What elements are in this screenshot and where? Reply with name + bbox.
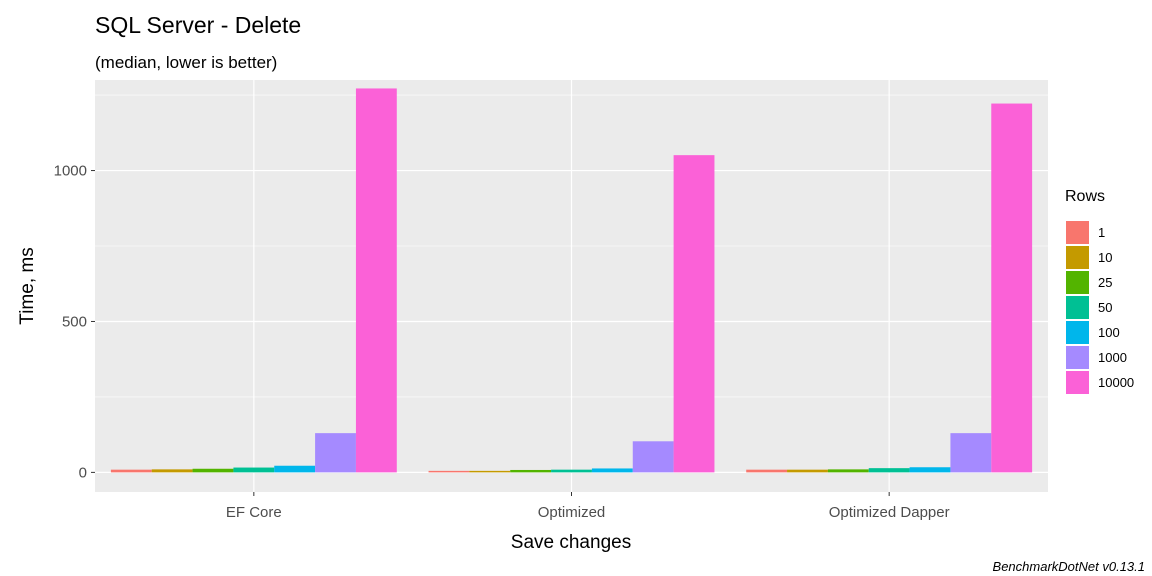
- bar-10000-rows: [673, 155, 715, 473]
- y-tick-label: 1000: [54, 163, 87, 180]
- legend-title: Rows: [1065, 188, 1105, 205]
- legend-key-1000: [1066, 346, 1089, 369]
- x-tick-label: Optimized: [538, 504, 606, 521]
- y-axis-title: Time, ms: [17, 247, 38, 324]
- bar-50-rows: [233, 467, 275, 473]
- chart-subtitle: (median, lower is better): [95, 53, 277, 72]
- bar-100-rows: [591, 468, 633, 473]
- legend-label: 50: [1098, 300, 1112, 315]
- bar-25-rows: [827, 469, 869, 473]
- bars: [110, 88, 1033, 473]
- chart-title: SQL Server - Delete: [95, 12, 301, 38]
- legend-label: 1000: [1098, 350, 1127, 365]
- bar-50-rows: [551, 469, 592, 473]
- bar-25-rows: [192, 468, 234, 473]
- legend-key-10000: [1066, 371, 1089, 394]
- legend-key-100: [1066, 321, 1089, 344]
- legend-label: 25: [1098, 275, 1112, 290]
- bar-10-rows: [787, 469, 828, 473]
- x-axis-ticks: EF Core Optimized Optimized Dapper: [226, 492, 950, 521]
- bar-100-rows: [274, 465, 316, 473]
- chart-caption: BenchmarkDotNet v0.13.1: [993, 559, 1145, 574]
- bar-1000-rows: [950, 433, 992, 473]
- y-tick-label: 0: [79, 464, 87, 481]
- bar-1-rows: [110, 469, 152, 473]
- bar-1-rows: [428, 470, 470, 473]
- bar-10000-rows: [991, 103, 1033, 473]
- bar-25-rows: [510, 469, 552, 473]
- legend-key-10: [1066, 246, 1089, 269]
- x-axis-title: Save changes: [511, 532, 631, 553]
- legend-key-25: [1066, 271, 1089, 294]
- legend-key-50: [1066, 296, 1089, 319]
- legend-label: 100: [1098, 325, 1120, 340]
- x-tick-label: EF Core: [226, 504, 282, 521]
- bar-10-rows: [469, 470, 511, 473]
- legend: Rows 1 10 25 50 100 1000 10000: [1065, 188, 1134, 394]
- y-axis-ticks: 0 500 1000: [54, 163, 95, 481]
- y-tick-label: 500: [62, 313, 87, 330]
- bar-10000-rows: [355, 88, 397, 473]
- x-tick-label: Optimized Dapper: [829, 504, 950, 521]
- bar-100-rows: [909, 467, 951, 473]
- legend-label: 10000: [1098, 375, 1134, 390]
- bar-1000-rows: [632, 441, 674, 473]
- legend-key-1: [1066, 221, 1089, 244]
- bar-50-rows: [868, 468, 910, 473]
- legend-label: 10: [1098, 250, 1112, 265]
- bar-1000-rows: [315, 433, 356, 473]
- legend-label: 1: [1098, 225, 1105, 240]
- bar-1-rows: [746, 469, 788, 473]
- bar-10-rows: [151, 469, 193, 473]
